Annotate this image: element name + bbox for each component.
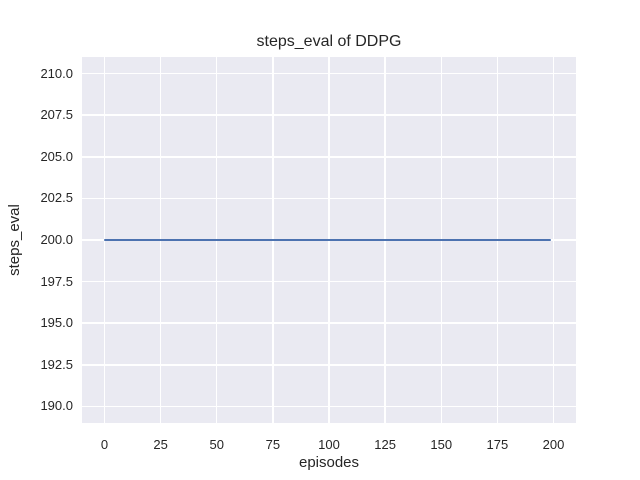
x-tick-label: 175 <box>486 437 509 452</box>
gridline-horizontal <box>82 280 576 283</box>
gridline-horizontal <box>82 322 576 324</box>
y-tick-label: 210.0 <box>40 65 73 81</box>
y-tick-label: 200.0 <box>40 232 73 247</box>
x-tick-label: 50 <box>209 437 224 452</box>
y-tick-label: 192.5 <box>40 356 73 372</box>
x-axis-label: episodes <box>298 454 360 471</box>
gridline-horizontal <box>82 364 576 366</box>
gridline-horizontal <box>82 405 576 408</box>
x-tick-label: 0 <box>100 437 109 452</box>
gridline-horizontal <box>82 72 576 75</box>
gridline-horizontal <box>82 197 576 200</box>
y-tick-label: 195.0 <box>40 315 73 331</box>
y-tick-label: 207.5 <box>40 107 73 123</box>
gridline-horizontal <box>82 114 576 116</box>
x-tick-label: 200 <box>542 437 565 452</box>
plot-area <box>82 57 576 423</box>
y-tick-label: 205.0 <box>40 148 73 164</box>
chart-title: steps_eval of DDPG <box>256 33 402 50</box>
data-line-steps-eval <box>104 239 552 241</box>
x-tick-label: 150 <box>430 437 453 452</box>
x-tick-label: 25 <box>153 437 168 452</box>
x-tick-label: 75 <box>265 437 281 452</box>
x-tick-label: 125 <box>374 437 396 452</box>
y-tick-label: 202.5 <box>40 190 73 206</box>
x-tick-label: 100 <box>318 437 340 452</box>
gridline-horizontal <box>82 156 576 158</box>
y-tick-label: 197.5 <box>40 273 73 289</box>
y-tick-label: 190.0 <box>40 398 73 414</box>
